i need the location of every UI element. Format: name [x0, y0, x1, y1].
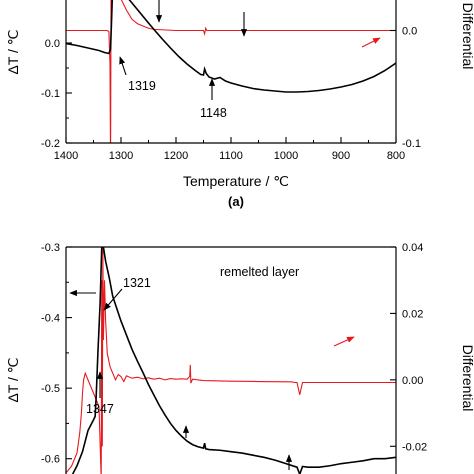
a-y-tick-label: -0.1 [41, 88, 60, 100]
chart-b-annotation-1347: 1347 [86, 402, 114, 416]
chart-a-y2-ticks: -0.1 0.0 [390, 26, 421, 150]
a-x-tick-label: 900 [332, 150, 350, 162]
b-y-tick-label: -0.6 [41, 454, 60, 466]
a-y2-tick-label: -0.1 [402, 138, 421, 150]
chart-b-arrow-1321 [103, 288, 123, 311]
chart-a-x-axis-title: Temperature / ℃ [183, 173, 289, 189]
chart-a-delta-t-series [66, 0, 396, 93]
chart-b-delta-t-series [71, 247, 396, 474]
chart-a-panel-label: (a) [228, 194, 244, 209]
chart-b-red-axis-arrow [333, 336, 355, 347]
chart-b-plot-lines [66, 247, 396, 474]
a-x-tick-label: 1400 [54, 150, 78, 162]
b-y2-tick-label: 0.02 [402, 308, 423, 320]
a-x-tick-label: 1000 [274, 150, 298, 162]
chart-a-plot-lines [66, 0, 396, 143]
b-y-tick-label: -0.5 [41, 383, 60, 395]
chart-b-y-ticks: -0.6 -0.5 -0.4 -0.3 [41, 242, 72, 466]
chart-a: 1400 1300 1200 1100 1000 900 800 -0.2 -0.1 0.0 -… [5, 0, 474, 209]
chart-b-y2-ticks: -0.02 0.00 0.02 0.04 [390, 242, 427, 453]
chart-b-title: remelted layer [220, 265, 299, 279]
chart-a-y-axis-title: ΔT / ℃ [5, 29, 21, 74]
a-x-tick-label: 800 [387, 150, 405, 162]
chart-a-differential-series [66, 0, 396, 143]
chart-b-y-axis-title: ΔT / ℃ [5, 357, 21, 402]
chart-a-arrow-1319 [119, 56, 127, 76]
a-y2-tick-label: 0.0 [402, 26, 417, 38]
b-y-tick-label: -0.3 [41, 242, 60, 254]
chart-a-red-axis-arrow [361, 37, 381, 48]
chart-a-y2-axis-title: Differential [460, 3, 474, 70]
chart-b-frame [65, 246, 397, 474]
a-x-tick-label: 1300 [109, 150, 133, 162]
a-x-tick-label: 1100 [219, 150, 243, 162]
b-y2-tick-label: 0.04 [402, 242, 423, 254]
chart-b-y2-axis-title: Differential [460, 345, 474, 412]
a-y-tick-label: 0.0 [45, 38, 60, 50]
chart-b-annotation-1321: 1321 [123, 276, 151, 290]
chart-a-annotation-1319: 1319 [128, 79, 156, 93]
chart-a-annotation-1148: 1148 [200, 106, 227, 120]
a-x-tick-label: 1200 [164, 150, 188, 162]
chart-a-x-ticks: 1400 1300 1200 1100 1000 900 800 [54, 137, 405, 162]
b-y2-tick-label: 0.00 [402, 375, 423, 387]
chart-b-differential-series [66, 247, 396, 474]
chart-b: -0.6 -0.5 -0.4 -0.3 -0.02 0.00 0.02 0.04 remel… [5, 242, 474, 474]
b-y2-tick-label: -0.02 [402, 441, 427, 453]
chart-a-y-ticks: -0.2 -0.1 0.0 [41, 38, 72, 150]
a-y-tick-label: -0.2 [41, 138, 60, 150]
chart-a-frame [65, 0, 397, 144]
b-y-tick-label: -0.4 [41, 313, 60, 325]
